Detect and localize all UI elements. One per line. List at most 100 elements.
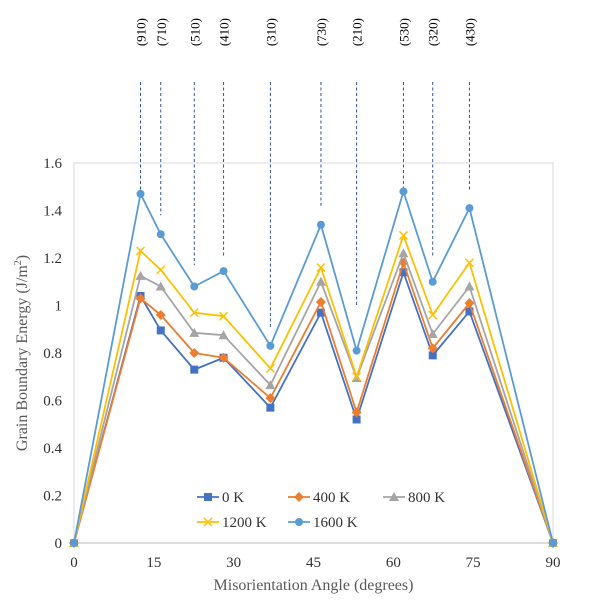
legend-label: 1200 K bbox=[222, 515, 267, 531]
series-1600-k bbox=[70, 187, 557, 547]
y-tick-label: 1.6 bbox=[43, 156, 62, 172]
data-point-marker bbox=[428, 310, 438, 320]
legend-label: 800 K bbox=[408, 490, 445, 506]
plane-label: (910) bbox=[134, 18, 149, 46]
data-point-marker bbox=[156, 265, 166, 275]
series-lines bbox=[69, 187, 558, 548]
y-tick-label: 0.6 bbox=[43, 394, 62, 410]
data-point-marker bbox=[549, 539, 557, 547]
marker-stroke bbox=[316, 262, 326, 273]
legend-label: 1600 K bbox=[313, 515, 358, 531]
plane-label: (510) bbox=[187, 18, 202, 46]
data-point-marker bbox=[189, 348, 200, 358]
legend-item: 1600 K bbox=[288, 515, 358, 531]
data-point-marker bbox=[465, 204, 474, 213]
y-tick-label: 0.2 bbox=[43, 489, 62, 505]
data-point-marker bbox=[352, 372, 362, 382]
data-point-marker bbox=[218, 352, 229, 363]
axes: 0 0.2 0.4 0.6 0.8 1 1.2 1.4 1.6 0 15 30 45 60 75 90 Miso… bbox=[13, 156, 561, 594]
data-point-marker bbox=[155, 310, 166, 320]
data-point-marker bbox=[316, 262, 326, 273]
plane-label: (410) bbox=[217, 18, 232, 46]
data-point-marker bbox=[135, 293, 146, 304]
y-tick-label: 0 bbox=[55, 536, 63, 552]
data-point-marker bbox=[266, 403, 275, 412]
plane-label: (430) bbox=[462, 18, 477, 46]
data-point-marker bbox=[398, 248, 409, 258]
data-point-marker bbox=[428, 277, 437, 286]
data-point-marker bbox=[351, 407, 362, 418]
data-point-marker bbox=[189, 308, 199, 318]
legend-item: 1200 K bbox=[197, 515, 267, 531]
series-line bbox=[73, 190, 554, 544]
series-line bbox=[73, 252, 554, 544]
y-axis-title: Grain Boundary Energy (J/m2) bbox=[13, 255, 31, 451]
marker-stroke bbox=[398, 230, 408, 240]
data-point-marker bbox=[135, 270, 146, 280]
data-point-marker bbox=[389, 492, 399, 501]
y-tick-label: 0.8 bbox=[43, 346, 62, 362]
x-tick-label: 45 bbox=[306, 555, 321, 571]
legend-item: 400 K bbox=[288, 490, 350, 506]
marker-stroke bbox=[352, 372, 362, 382]
x-tick-label: 30 bbox=[226, 555, 241, 571]
data-point-marker bbox=[189, 327, 200, 337]
data-point-marker bbox=[70, 539, 78, 547]
plot-area-frame bbox=[73, 162, 554, 544]
data-point-marker bbox=[218, 330, 229, 340]
y-axis-title-end: ) bbox=[14, 255, 31, 260]
data-point-marker bbox=[219, 311, 229, 321]
legend: 0 K 400 K 800 K 1200 K 1600 K bbox=[197, 490, 445, 531]
data-point-marker bbox=[315, 296, 326, 307]
data-point-marker bbox=[352, 346, 361, 355]
marker-stroke bbox=[189, 308, 199, 318]
x-tick-label: 0 bbox=[70, 555, 78, 571]
y-axis-title-superscript: 2 bbox=[13, 260, 24, 265]
data-point-marker bbox=[465, 307, 474, 316]
data-point-marker bbox=[156, 326, 165, 335]
marker-stroke bbox=[135, 246, 146, 256]
data-point-marker bbox=[428, 351, 437, 360]
plane-label: (730) bbox=[314, 18, 329, 46]
data-point-marker bbox=[265, 393, 276, 404]
y-axis-title-main: Grain Boundary Energy (J/m bbox=[14, 265, 31, 451]
legend-label: 0 K bbox=[222, 490, 244, 506]
series-line bbox=[73, 271, 554, 544]
legend-label: 400 K bbox=[313, 490, 350, 506]
data-point-marker bbox=[464, 298, 475, 309]
data-point-marker bbox=[352, 415, 361, 424]
data-point-marker bbox=[315, 276, 326, 286]
data-point-marker bbox=[295, 518, 303, 526]
legend-item: 800 K bbox=[383, 490, 445, 506]
data-point-marker bbox=[427, 343, 438, 354]
y-tick-label: 1.2 bbox=[43, 251, 62, 267]
data-point-marker bbox=[427, 329, 438, 338]
x-tick-label: 60 bbox=[386, 555, 401, 571]
data-point-marker bbox=[219, 267, 228, 276]
marker-stroke bbox=[156, 265, 166, 275]
legend-item: 0 K bbox=[197, 490, 244, 506]
marker-stroke bbox=[428, 310, 438, 320]
data-point-marker bbox=[464, 258, 474, 268]
data-point-marker bbox=[265, 363, 275, 373]
data-point-marker bbox=[135, 246, 146, 256]
y-tick-label: 1.4 bbox=[43, 204, 62, 220]
series-line bbox=[73, 261, 554, 544]
x-tick-label: 90 bbox=[546, 555, 561, 571]
plane-label: (320) bbox=[426, 18, 441, 46]
plane-label: (310) bbox=[263, 18, 278, 46]
data-point-marker bbox=[316, 220, 325, 229]
data-point-marker bbox=[190, 365, 199, 374]
data-point-marker bbox=[294, 492, 304, 502]
marker-stroke bbox=[464, 258, 474, 268]
data-point-marker bbox=[265, 380, 276, 390]
plane-label: (710) bbox=[154, 18, 169, 46]
plane-label: (530) bbox=[396, 18, 411, 46]
x-axis-title: Misorientation Angle (degrees) bbox=[214, 577, 414, 594]
marker-stroke bbox=[265, 363, 275, 373]
y-tick-label: 1 bbox=[55, 299, 63, 315]
data-point-marker bbox=[399, 268, 408, 277]
marker-stroke bbox=[219, 311, 229, 321]
